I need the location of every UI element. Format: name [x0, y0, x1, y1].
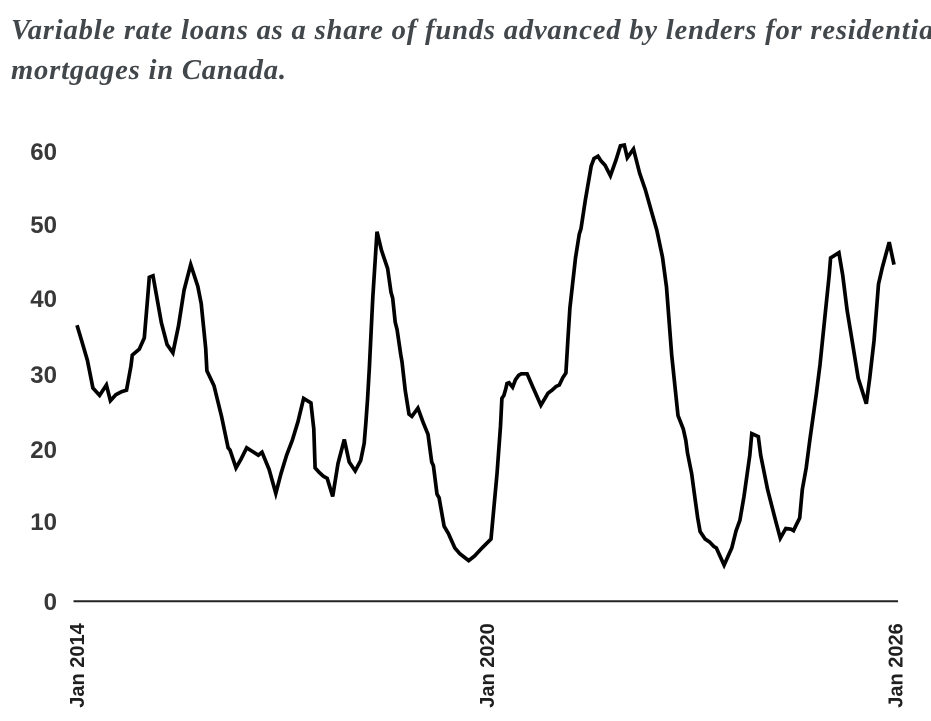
svg-text:20: 20 — [30, 437, 57, 464]
svg-text:0: 0 — [44, 589, 57, 616]
svg-text:Jan 2014: Jan 2014 — [67, 622, 89, 707]
svg-text:40: 40 — [30, 286, 57, 313]
svg-text:Jan 2026: Jan 2026 — [886, 623, 908, 708]
svg-text:10: 10 — [30, 509, 57, 536]
svg-text:50: 50 — [30, 212, 57, 239]
svg-text:60: 60 — [30, 139, 57, 166]
svg-text:30: 30 — [30, 362, 57, 389]
svg-text:Jan 2020: Jan 2020 — [477, 623, 499, 708]
